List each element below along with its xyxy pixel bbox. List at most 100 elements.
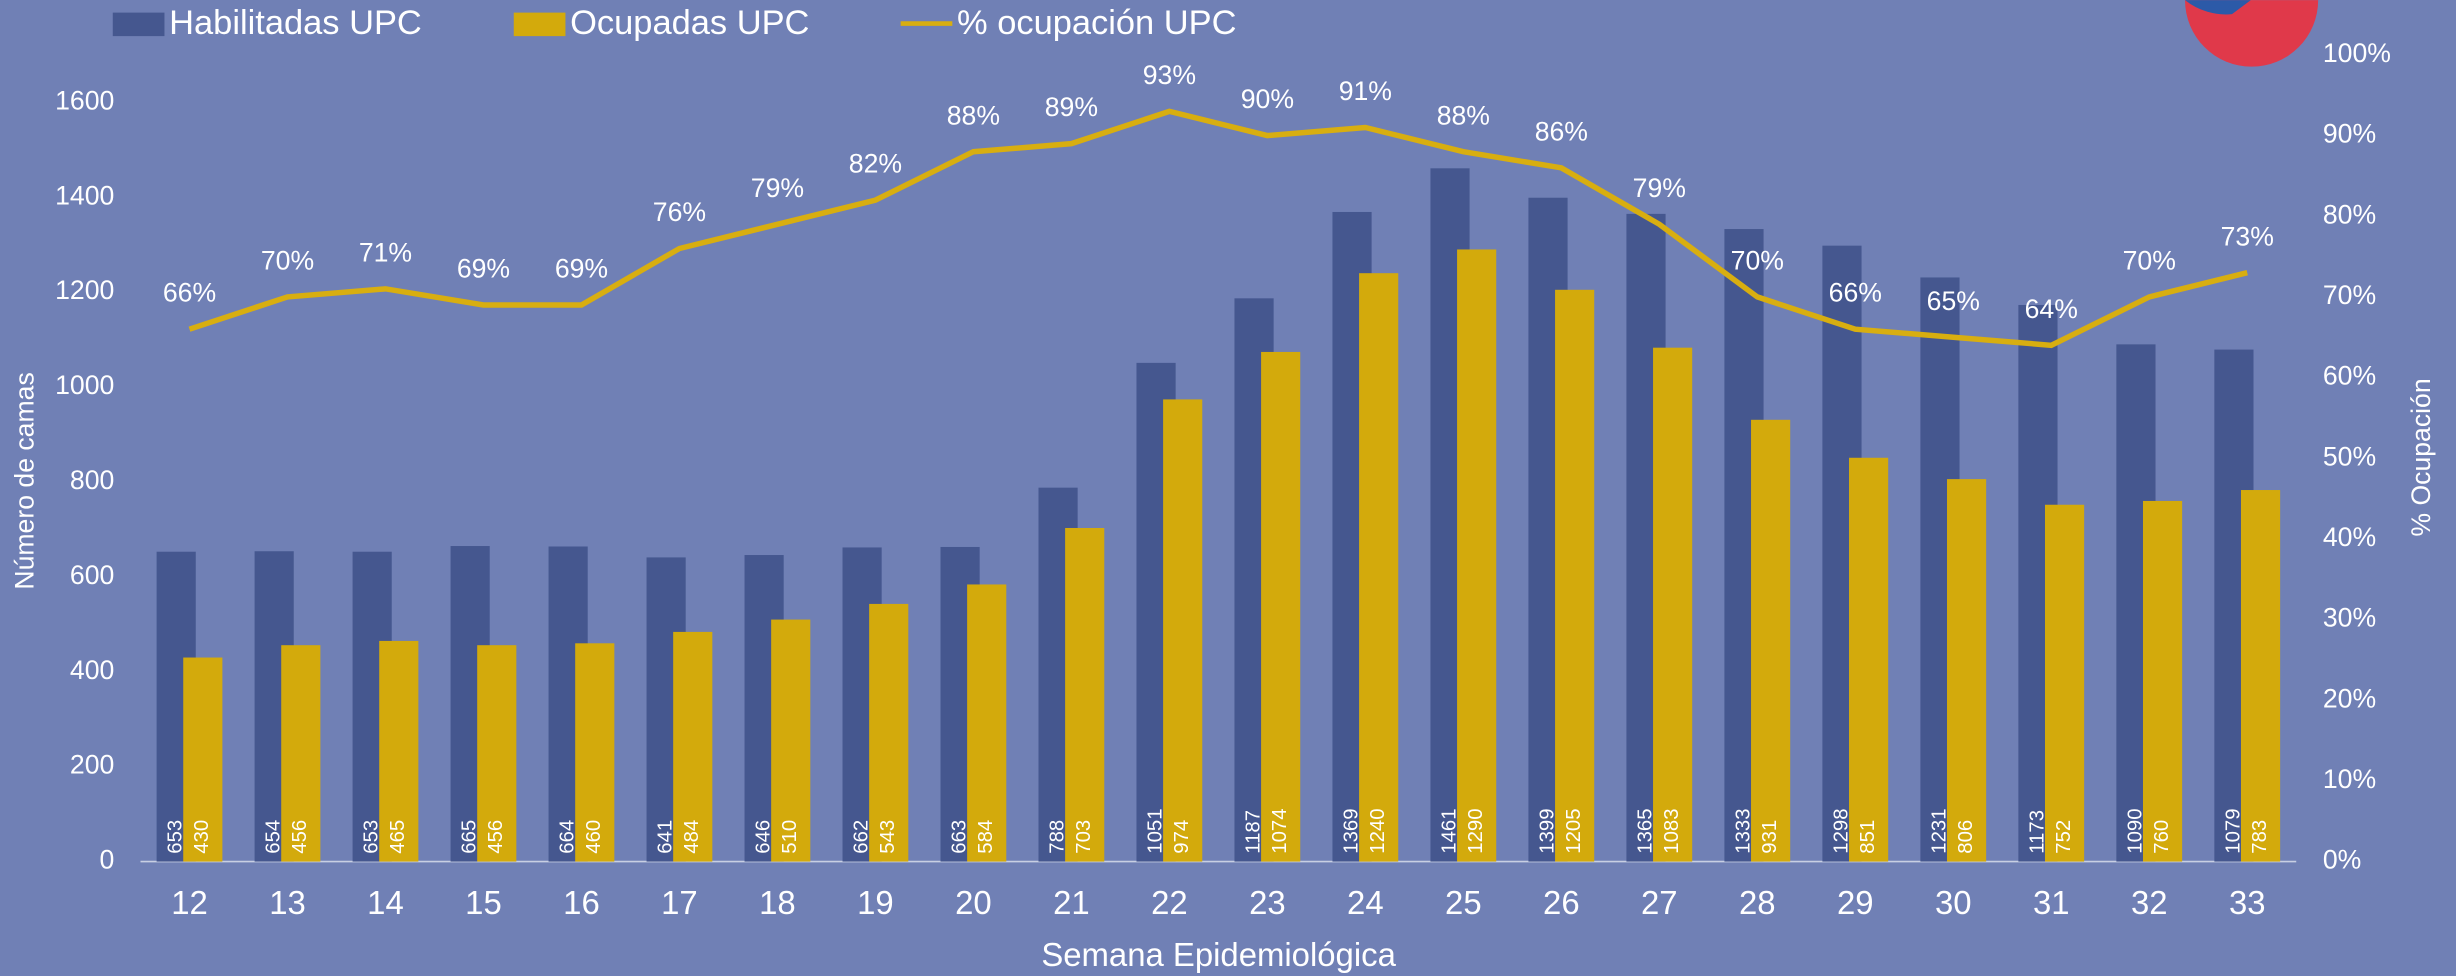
line-value-label: 69% (457, 254, 510, 284)
line-value-label: 70% (1731, 245, 1784, 275)
bar (183, 657, 223, 862)
bar-value-label: 663 (948, 820, 970, 854)
bar (2240, 490, 2281, 862)
bar-value-label: 1083 (1661, 808, 1683, 853)
y-axis-title: Número de camas (10, 372, 40, 589)
bar (1849, 457, 1889, 862)
bar-value-label: 1333 (1732, 808, 1754, 853)
bar-value-label: 1231 (1928, 808, 1950, 853)
bar-value-label: 788 (1046, 820, 1068, 854)
bar-value-label: 484 (681, 820, 703, 854)
legend-label: Ocupadas UPC (570, 4, 809, 42)
bar-value-label: 1173 (2026, 810, 2048, 854)
x-tick-label: 26 (1543, 884, 1580, 921)
bar (967, 584, 1007, 862)
bar-value-label: 1365 (1634, 808, 1656, 853)
line-value-label: 93% (1143, 60, 1196, 90)
line-value-label: 86% (1535, 116, 1588, 146)
bar-value-label: 1240 (1367, 808, 1389, 853)
line-value-label: 65% (1927, 286, 1980, 316)
y2-tick-label: 100% (2323, 38, 2391, 68)
x-tick-label: 12 (171, 884, 208, 921)
bar-value-label: 1079 (2222, 808, 2244, 853)
bar-value-label: 1461 (1438, 808, 1460, 853)
y2-tick-label: 90% (2323, 119, 2376, 149)
legend-label: % ocupación UPC (957, 4, 1236, 42)
x-tick-label: 16 (563, 884, 600, 921)
x-tick-label: 29 (1837, 884, 1874, 921)
line-value-label: 88% (1437, 100, 1490, 130)
bar (2142, 500, 2183, 862)
bar-value-label: 1051 (1144, 808, 1166, 853)
bar (1065, 527, 1105, 862)
bar-value-label: 456 (485, 820, 507, 854)
bar (1261, 351, 1301, 862)
line (188, 108, 2248, 349)
bar-value-label: 430 (191, 820, 213, 854)
line-value-label: 76% (653, 197, 706, 227)
x-tick-label: 28 (1739, 884, 1776, 921)
x-tick-label: 30 (1935, 884, 1972, 921)
x-tick-label: 32 (2131, 884, 2168, 921)
y-tick-label: 1600 (55, 85, 114, 115)
bar (1457, 249, 1497, 862)
bar-value-label: 641 (654, 820, 676, 854)
bar (869, 603, 909, 862)
y-tick-label: 200 (70, 750, 114, 780)
y2-tick-label: 20% (2323, 683, 2376, 713)
y2-tick-label: 80% (2323, 199, 2376, 229)
line-value-label: 69% (555, 254, 608, 284)
x-tick-label: 19 (857, 884, 894, 921)
line-value-label: 88% (947, 100, 1000, 130)
line-value-label: 73% (2221, 221, 2274, 251)
line-value-label: 90% (1241, 84, 1294, 114)
bar (673, 631, 713, 862)
bar-value-label: 664 (557, 820, 579, 854)
y2-tick-label: 50% (2323, 441, 2376, 471)
line-value-label: 70% (261, 245, 314, 275)
line-value-label: 91% (1339, 76, 1392, 106)
x-tick-label: 22 (1151, 884, 1188, 921)
bar-value-label: 1290 (1465, 808, 1487, 853)
bar-value-label: 1369 (1340, 808, 1362, 853)
line-value-label: 82% (849, 149, 902, 179)
y2-tick-label: 60% (2323, 361, 2376, 391)
y2-tick-label: 70% (2323, 280, 2376, 310)
bar-value-label: 1187 (1242, 810, 1264, 854)
line-value-label: 66% (163, 278, 216, 308)
x-tick-label: 33 (2229, 884, 2266, 921)
x-tick-label: 18 (759, 884, 796, 921)
bar-value-label: 584 (975, 820, 997, 854)
bar (771, 619, 811, 862)
line-value-label: 79% (1633, 173, 1686, 203)
bar (281, 645, 321, 862)
bar (1555, 289, 1595, 862)
x-tick-label: 27 (1641, 884, 1678, 921)
bar-value-label: 653 (361, 820, 383, 854)
bar-value-label: 456 (289, 820, 311, 854)
y-tick-label: 0 (100, 845, 115, 875)
y-tick-label: 400 (70, 655, 114, 685)
bar-value-label: 465 (387, 820, 409, 854)
bar (575, 643, 615, 862)
line-value-label: 71% (359, 237, 412, 267)
legend-swatch (112, 12, 165, 37)
x-tick-label: 31 (2033, 884, 2070, 921)
bar-value-label: 1399 (1536, 808, 1558, 853)
line-value-label: 79% (751, 173, 804, 203)
bar (379, 640, 419, 862)
y2-tick-label: 30% (2323, 603, 2376, 633)
bar (1653, 347, 1693, 862)
bar-value-label: 752 (2053, 820, 2075, 854)
bar (1359, 273, 1399, 862)
legend-label: Habilitadas UPC (169, 4, 422, 42)
x-tick-label: 15 (465, 884, 502, 921)
x-tick-label: 24 (1347, 884, 1384, 921)
y-tick-label: 1000 (55, 370, 114, 400)
x-tick-label: 25 (1445, 884, 1482, 921)
bar (2044, 504, 2085, 862)
x-tick-label: 21 (1053, 884, 1090, 921)
y-tick-label: 1400 (55, 180, 114, 210)
x-tick-label: 13 (269, 884, 306, 921)
